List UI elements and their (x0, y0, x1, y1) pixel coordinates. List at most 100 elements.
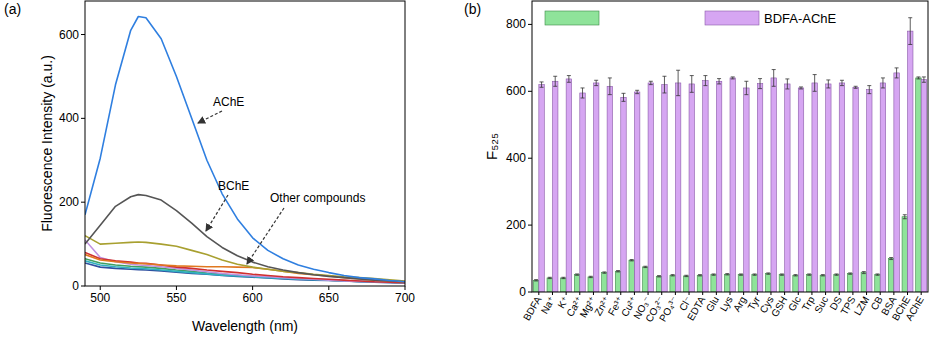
y-tick (528, 24, 532, 25)
panel-label: (a) (4, 1, 21, 17)
panel-a: 0200400600500550600650700Wavelength (nm)… (4, 1, 415, 334)
bar (547, 278, 552, 292)
y-tick-label: 200 (506, 218, 526, 232)
bar (839, 83, 844, 292)
error-line (787, 79, 788, 89)
error-bar (581, 88, 585, 98)
error-bar (895, 68, 899, 78)
error-bar (780, 274, 784, 275)
error-bar (589, 276, 593, 277)
legend-item: BDFA-AChE (705, 11, 837, 26)
error-line (609, 78, 610, 95)
figure: 0200400600500550600650700Wavelength (nm)… (0, 0, 935, 337)
error-bar (840, 80, 844, 85)
error-cap (717, 78, 721, 79)
error-cap (739, 273, 743, 274)
x-tick (716, 292, 717, 295)
y-tick (81, 34, 85, 35)
error-cap (813, 91, 817, 92)
error-cap (712, 275, 716, 276)
error-cap (643, 266, 647, 267)
error-cap (589, 276, 593, 277)
x-tick (405, 286, 406, 290)
bar (684, 276, 689, 292)
y-tick (528, 292, 532, 293)
error-cap (813, 74, 817, 75)
error-cap (561, 278, 565, 279)
bar (834, 275, 839, 292)
error-cap (916, 78, 920, 79)
error-bar (698, 275, 702, 276)
error-cap (731, 78, 735, 79)
error-cap (575, 275, 579, 276)
error-bar (616, 271, 620, 272)
annotation: AChE (213, 95, 244, 109)
error-bar (753, 274, 757, 275)
error-line (623, 93, 624, 101)
x-tick (675, 292, 676, 295)
error-cap (635, 93, 639, 94)
bar (602, 273, 607, 292)
x-tick (907, 292, 908, 295)
error-cap (725, 274, 729, 275)
bar (539, 85, 544, 292)
error-cap (758, 78, 762, 79)
error-line (664, 76, 665, 93)
bar (574, 275, 579, 292)
error-cap (630, 259, 634, 260)
bar (675, 83, 680, 292)
x-tick (811, 292, 812, 295)
error-cap (608, 94, 612, 95)
error-cap (875, 273, 879, 274)
error-bar (662, 76, 666, 93)
error-cap (621, 93, 625, 94)
error-cap (731, 76, 735, 77)
x-tick (566, 292, 567, 295)
bar (621, 97, 626, 292)
annotation-arrow (198, 111, 222, 123)
error-cap (794, 275, 798, 276)
error-cap (908, 17, 912, 18)
bar (662, 85, 667, 292)
y-tick (81, 202, 85, 203)
x-tick (852, 292, 853, 295)
error-bar (813, 75, 817, 92)
error-bar (608, 78, 612, 95)
error-cap (657, 275, 661, 276)
error-cap (807, 275, 811, 276)
error-cap (840, 85, 844, 86)
error-line (760, 79, 761, 89)
bar (875, 275, 880, 292)
error-cap (703, 85, 707, 86)
y-axis-title: Fluorescence Intensity (a.u.) (39, 55, 55, 232)
bar (806, 275, 811, 292)
error-bar (567, 76, 571, 83)
error-line (746, 81, 747, 94)
error-cap (548, 277, 552, 278)
error-cap (608, 77, 612, 78)
x-tick (538, 292, 539, 295)
x-tick (839, 292, 840, 295)
category-label: PO₄³⁻ (657, 295, 680, 324)
error-bar (739, 274, 743, 275)
bar (725, 274, 730, 292)
x-tick-label: 650 (319, 291, 339, 305)
x-tick (634, 292, 635, 295)
error-cap (922, 82, 926, 83)
x-tick (921, 292, 922, 295)
error-cap (534, 280, 538, 281)
error-line (910, 18, 911, 45)
bar (561, 278, 566, 292)
spectrum-line (85, 240, 405, 283)
error-cap (630, 260, 634, 261)
x-tick (100, 286, 101, 290)
error-bar (867, 86, 871, 94)
error-cap (881, 87, 885, 88)
bar (711, 275, 716, 292)
error-cap (903, 214, 907, 215)
bar (588, 277, 593, 292)
bar (730, 78, 735, 292)
error-line (869, 86, 870, 94)
bar (908, 31, 913, 292)
x-tick (328, 286, 329, 290)
